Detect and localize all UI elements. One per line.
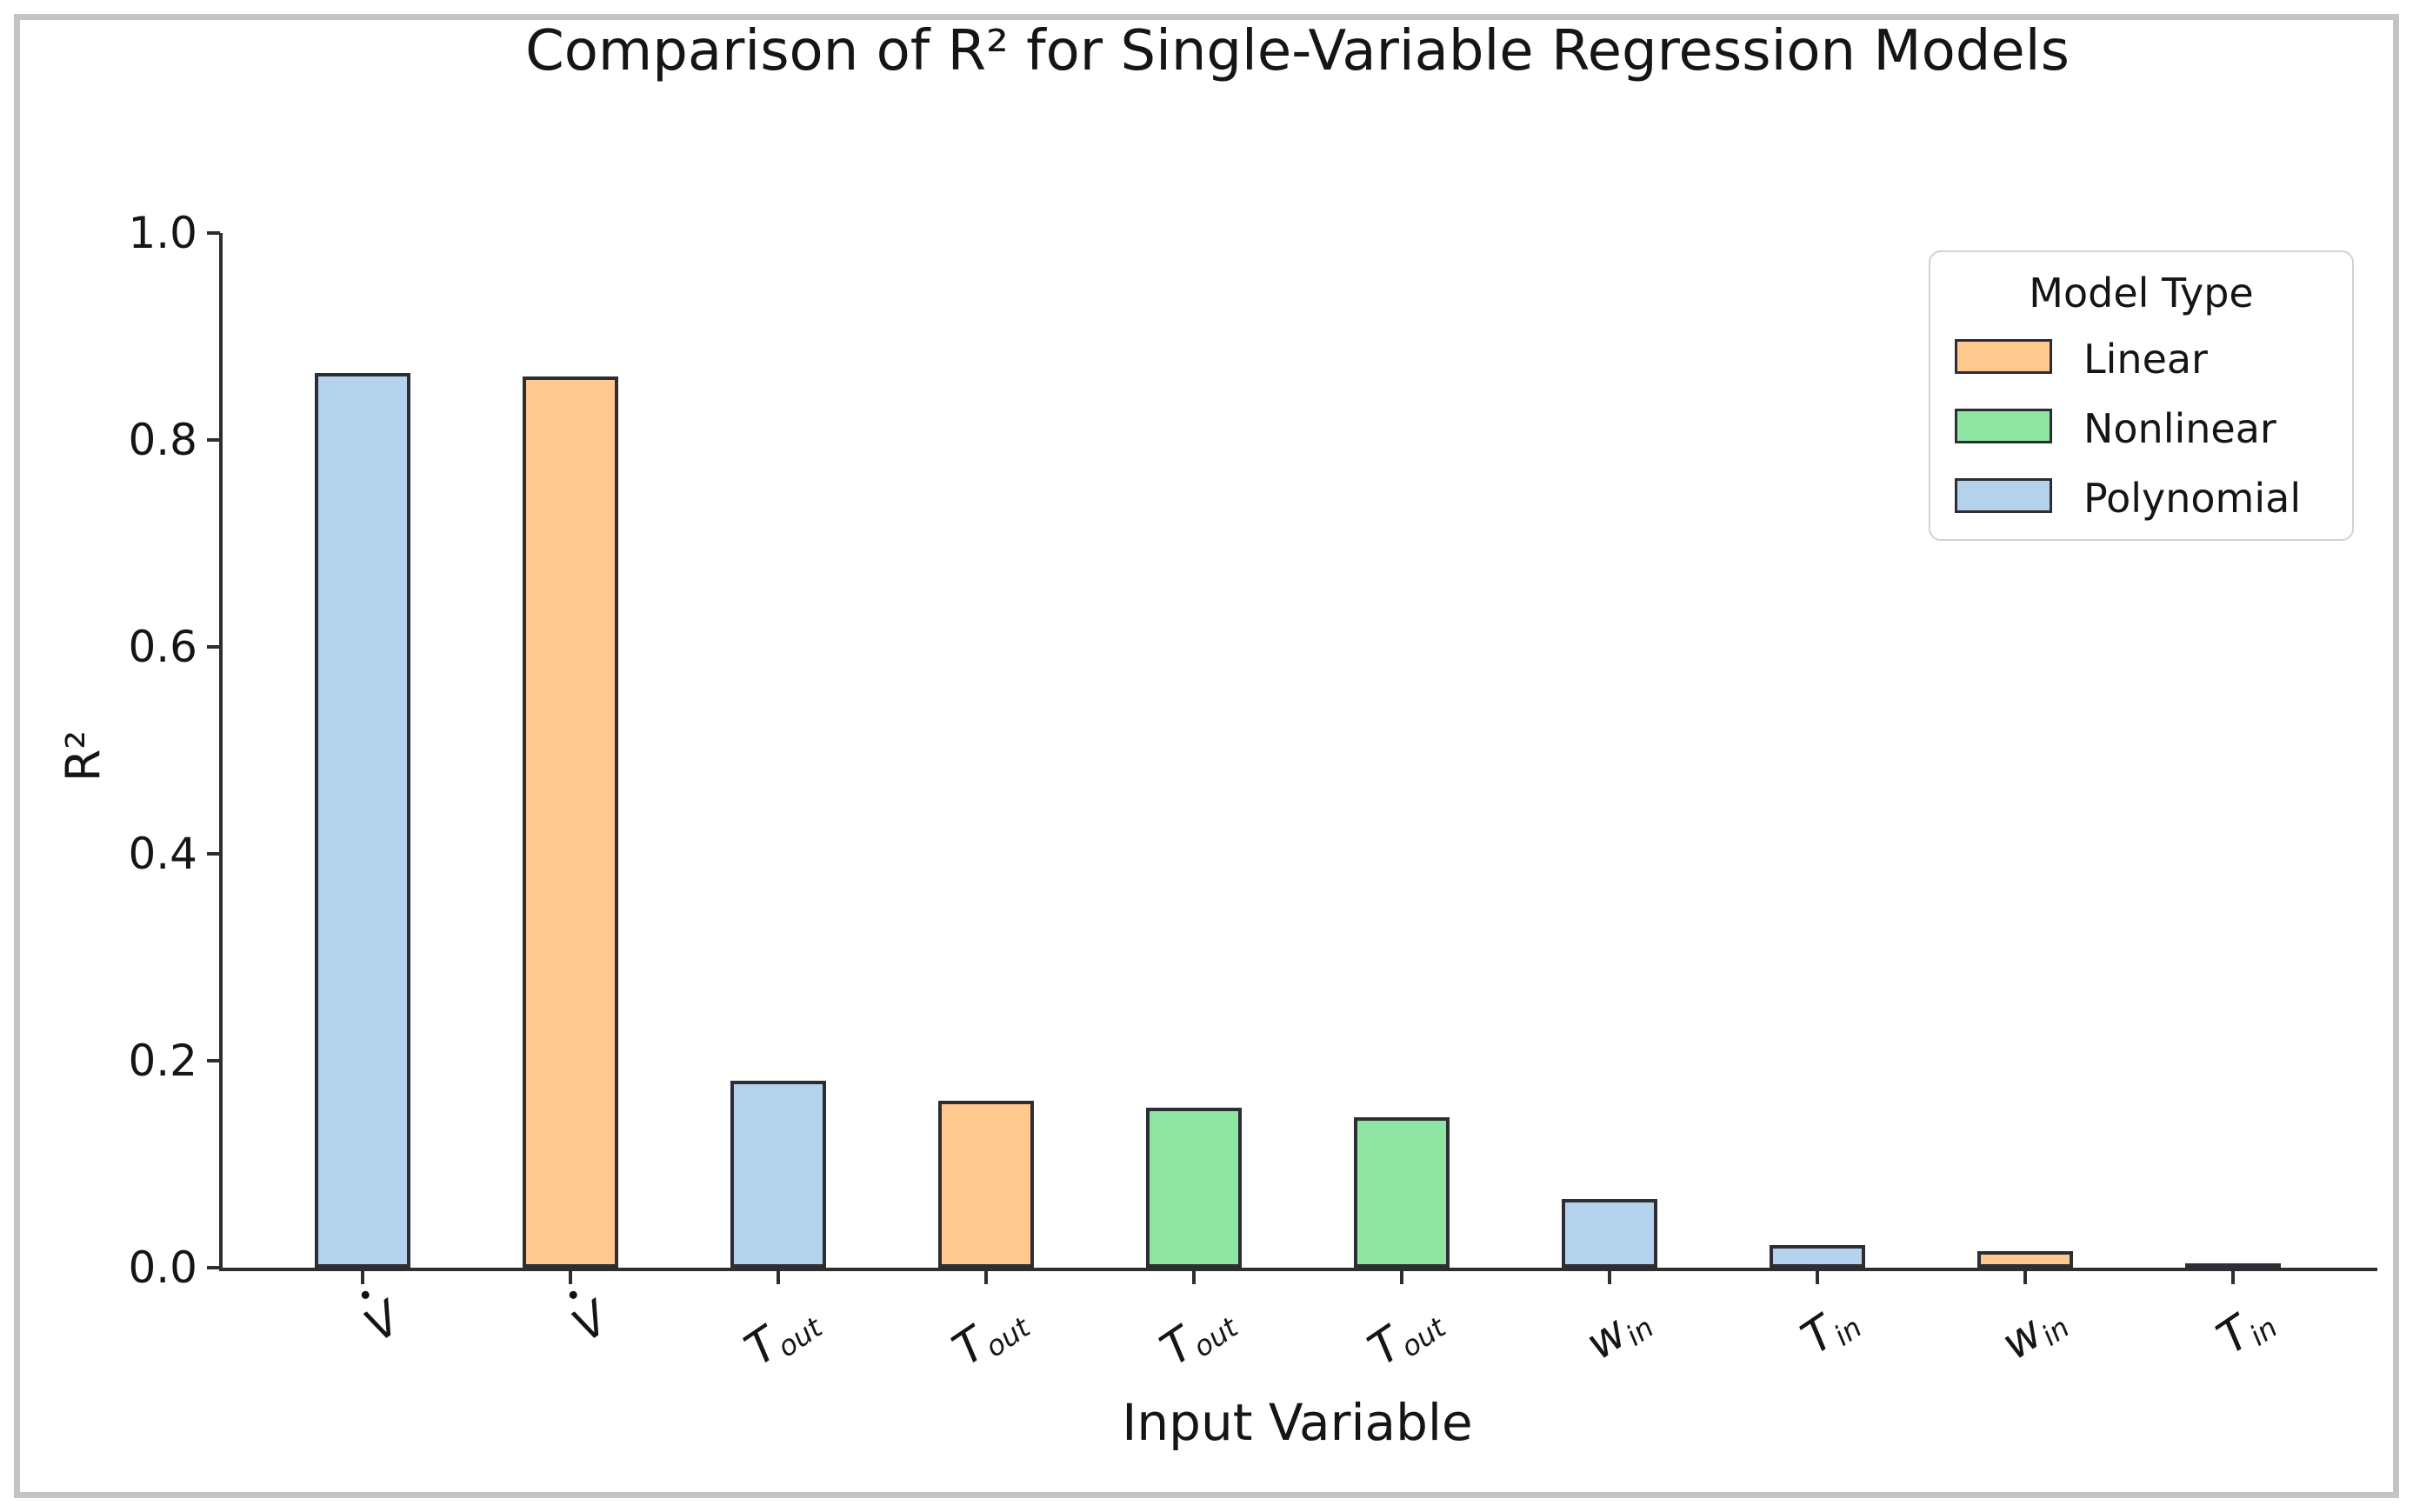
- x-tick-mark: [2231, 1271, 2235, 1284]
- x-tick-mark: [1400, 1271, 1403, 1284]
- x-axis-label: Input Variable: [1122, 1393, 1473, 1452]
- x-tick-mark: [361, 1271, 364, 1284]
- bar-linear-win: [1977, 1251, 2073, 1268]
- bar-polynomial-Tin: [1770, 1245, 1865, 1268]
- bar-linear-Vdot: [523, 376, 618, 1268]
- legend-swatch-polynomial: [1955, 478, 2052, 513]
- x-tick-mark: [1816, 1271, 1819, 1284]
- y-tick-mark: [207, 438, 220, 442]
- y-tick-label: 0.4: [128, 829, 197, 879]
- y-tick-label: 0.0: [128, 1242, 197, 1293]
- y-tick-label: 0.8: [128, 415, 197, 465]
- x-tick-mark: [777, 1271, 780, 1284]
- x-axis-spine: [219, 1268, 2377, 1271]
- legend-label: Linear: [2083, 336, 2208, 383]
- legend-title: Model Type: [2029, 270, 2254, 316]
- y-tick-mark: [207, 852, 220, 856]
- y-tick-label: 1.0: [128, 208, 197, 258]
- bar-polynomial-Tout: [730, 1081, 826, 1268]
- y-tick-label: 0.6: [128, 622, 197, 672]
- y-tick-label: 0.2: [128, 1036, 197, 1086]
- bar-linear-Tin: [2185, 1263, 2281, 1270]
- x-tick-mark: [2023, 1271, 2027, 1284]
- legend-label: Polynomial: [2083, 475, 2302, 522]
- legend-swatch-nonlinear: [1955, 409, 2052, 443]
- bar-polynomial-Vdot: [315, 373, 410, 1268]
- y-axis-spine: [219, 233, 223, 1271]
- x-tick-mark: [569, 1271, 572, 1284]
- bar-polynomial-win: [1562, 1199, 1657, 1268]
- y-tick-mark: [207, 645, 220, 649]
- y-tick-mark: [207, 231, 220, 235]
- bar-nonlinear-Tout: [1146, 1108, 1242, 1268]
- x-tick-mark: [1608, 1271, 1611, 1284]
- y-tick-mark: [207, 1266, 220, 1269]
- legend: Model Type Linear Nonlinear Polynomial: [1929, 250, 2354, 541]
- legend-swatch-linear: [1955, 339, 2052, 374]
- chart-title: Comparison of R² for Single-Variable Reg…: [525, 19, 2070, 83]
- x-tick-mark: [1192, 1271, 1196, 1284]
- x-tick-mark: [984, 1271, 988, 1284]
- bar-nonlinear-Tout: [1354, 1117, 1450, 1268]
- bar-linear-Tout: [938, 1101, 1034, 1268]
- y-tick-mark: [207, 1059, 220, 1062]
- y-axis-label: R²: [56, 729, 111, 783]
- legend-label: Nonlinear: [2083, 405, 2276, 452]
